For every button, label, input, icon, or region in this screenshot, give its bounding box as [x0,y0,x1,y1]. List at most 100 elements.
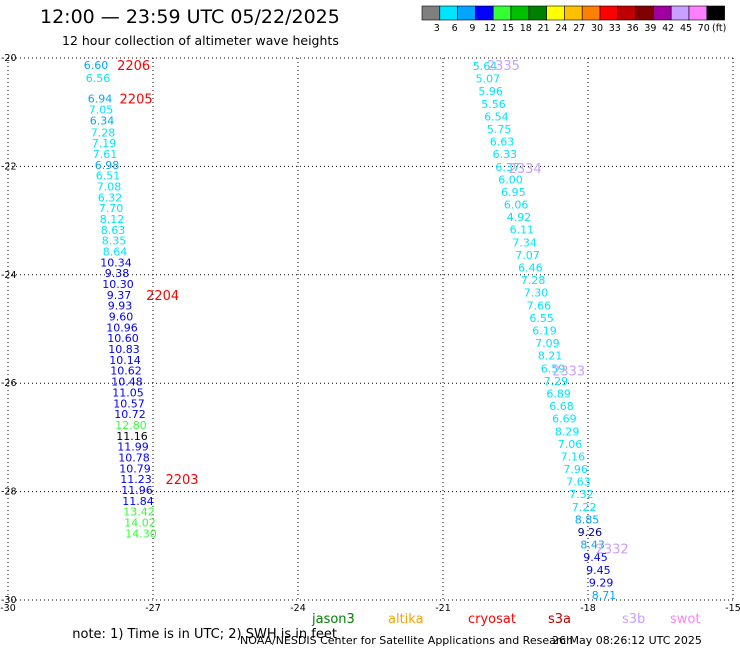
data-label: 6.11 [510,224,535,237]
data-label: 8.29 [555,425,580,438]
data-label: 6.59 [541,362,566,375]
legend-label: 3 [434,23,440,34]
data-label: 13.42 [123,506,155,519]
legend-label: 42 [662,23,674,34]
legend-label: 36 [627,23,639,34]
data-label: 5.64 [473,60,498,73]
y-tick-label: -22 [1,161,17,172]
data-label: 6.69 [552,413,577,426]
data-label: 7.07 [515,249,540,262]
satellite-cryosat: cryosat [468,612,516,627]
data-label: 11.96 [121,484,153,497]
data-label: 8.35 [102,235,127,248]
x-tick-label: -30 [0,603,16,614]
legend-label: 27 [573,23,585,34]
time-label: 2203 [165,473,198,488]
satellite-altika: altika [388,612,424,627]
legend-label: 6 [452,23,458,34]
time-label: 2332 [596,543,629,558]
data-label: 7.61 [93,148,118,161]
data-label: 7.05 [89,103,114,116]
data-label: 6.00 [498,173,523,186]
data-label: 10.60 [107,332,139,345]
x-tick-label: -15 [725,603,740,614]
data-label: 10.62 [110,365,142,378]
data-label: 10.78 [118,451,150,464]
data-label: 6.19 [532,325,557,338]
data-label: 14.02 [124,516,156,529]
time-label: 2334 [509,162,542,177]
data-label: 7.06 [558,438,583,451]
data-label: 7.28 [521,274,546,287]
x-tick-label: -21 [435,603,451,614]
data-label: 9.60 [109,311,134,324]
x-tick-label: -18 [580,603,596,614]
data-label: 6.89 [546,387,571,400]
satellite-s3b: s3b [622,612,646,627]
data-label: 6.68 [549,400,574,413]
time-label: 2333 [552,365,585,380]
data-label: 6.51 [96,170,121,183]
footer-timestamp: 26 May 08:26:12 UTC 2025 [552,634,702,647]
legend-unit: (ft) [712,23,726,34]
data-label: 8.43 [580,539,605,552]
y-tick-label: -28 [1,487,17,498]
data-label: 7.19 [92,137,117,150]
legend-label: 33 [609,23,621,34]
data-label: 6.06 [504,199,529,212]
note-label: note: 1) Time is in UTC; 2) SWH is in fe… [72,627,337,642]
data-label: 6.54 [484,110,509,123]
chart-title: 12:00 — 23:59 UTC 05/22/2025 [40,6,340,28]
footer-credit: NOAA/NESDIS Center for Satellite Applica… [240,634,574,647]
data-label: 9.26 [578,526,603,539]
legend-label: 30 [591,23,603,34]
data-label: 11.84 [122,495,154,508]
data-label: 9.93 [108,300,133,313]
data-label: 7.22 [572,501,597,514]
data-label: 9.45 [583,551,608,564]
y-tick-label: -20 [1,53,17,64]
data-label: 11.05 [112,386,144,399]
data-label: 9.38 [105,267,130,280]
data-label: 5.56 [481,98,506,111]
data-label: 9.37 [107,289,132,302]
data-label: 6.33 [493,148,518,161]
data-label: 6.56 [86,72,111,85]
color-legend: 3 6 9 12 15 18 21 24 27 30 33 36 39 42 45 70 (ft) [421,5,726,34]
data-label: 7.30 [524,287,549,300]
data-label: 14.30 [125,527,157,540]
data-label: 7.66 [527,299,552,312]
data-label: 10.30 [102,278,134,291]
data-label: 9.45 [586,564,611,577]
y-tick-label: -24 [1,270,17,281]
legend-label: 18 [520,23,532,34]
satellite-swot: swot [670,612,701,627]
data-label: 6.63 [490,136,515,149]
data-label: 7.28 [91,126,116,139]
legend-label: 15 [502,23,514,34]
data-label: 6.95 [501,186,526,199]
note-text: note: 1) Time is in UTC; 2) SWH is in fe… [64,612,337,642]
data-label: 9.29 [589,576,614,589]
legend-label: 21 [538,23,550,34]
data-label: 7.96 [563,463,588,476]
data-label: 5.75 [487,123,512,136]
legend-label: 45 [680,23,692,34]
data-label: 6.55 [529,312,554,325]
data-label: 6.37 [495,161,520,174]
data-label: 10.57 [113,397,145,410]
legend-swatch [706,5,725,21]
data-label: 7.29 [544,375,569,388]
data-label: 10.34 [100,256,132,269]
legend-label: 70 [698,23,710,34]
data-label: 6.94 [88,93,113,106]
data-label: 11.23 [120,473,152,486]
data-label: 7.16 [561,450,586,463]
legend-label: 12 [484,23,496,34]
y-tick-label: -30 [1,595,17,606]
data-label: 8.21 [538,350,563,363]
data-label: 10.72 [114,408,146,421]
data-label: 5.07 [476,73,501,86]
data-label: 5.96 [478,85,503,98]
